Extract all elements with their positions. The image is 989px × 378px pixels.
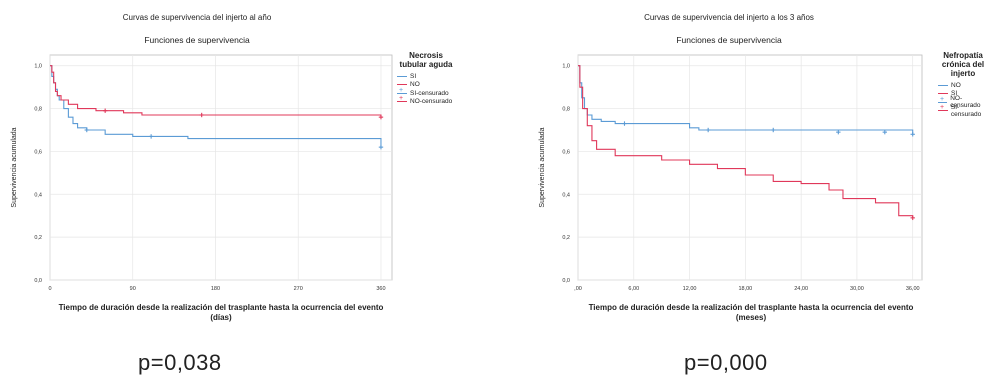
censored-mark (771, 127, 776, 133)
legend: Necrosis tubular aguda SI NO SI-censurad… (397, 51, 455, 106)
legend-item: SI (938, 90, 989, 99)
survival-line-no (578, 65, 914, 135)
y-axis-label: Supervivencia acumulada (11, 127, 18, 207)
y-tick-label: 0,6 (562, 149, 570, 155)
x-tick-label: 18,00 (738, 286, 752, 292)
y-tick-label: 0,4 (34, 192, 42, 198)
x-tick-label: 270 (294, 286, 303, 292)
survival-line-no (50, 65, 382, 118)
x-tick-label: 12,00 (683, 286, 697, 292)
legend-item: SI-censurado (397, 87, 455, 98)
chart-panel-2: Curvas de supervivencia del injerto a lo… (512, 0, 989, 378)
y-axis-label: Supervivencia acumulada (539, 127, 546, 207)
legend-item: SI (397, 72, 455, 81)
legend-item: NO-censurado (938, 95, 989, 110)
chart-panel-1: Curvas de supervivencia del injerto al a… (0, 0, 494, 378)
censored-mark (705, 127, 711, 133)
censored-mark (622, 121, 627, 126)
legend-item: NO-censurado (397, 95, 455, 107)
chart-title: Curvas de supervivencia del injerto a lo… (644, 13, 814, 22)
x-tick-label: 36,00 (906, 286, 920, 292)
x-axis-label: Tiempo de duración desde la realización … (588, 303, 914, 322)
survival-plot-2: 0,0 0,2 0,4 0,6 0,8 1,0 ,00 6,00 12,00 18,00 24,00… (539, 54, 923, 322)
plot-frame (49, 54, 393, 281)
x-tick-label: 30,00 (850, 286, 864, 292)
y-tick-label: 0,8 (562, 107, 570, 113)
legend-label: SI (951, 90, 958, 98)
y-tick-label: 0,6 (34, 149, 42, 155)
y-tick-label: 0,2 (34, 235, 42, 241)
censored-mark (378, 144, 384, 150)
x-tick-label: ,00 (574, 286, 582, 292)
legend-item: NO (397, 81, 455, 90)
x-tick-label: 360 (376, 286, 385, 292)
legend-label: NO (951, 81, 961, 89)
legend-label: NO-censurado (950, 95, 981, 110)
legend-label: NO-censurado (410, 98, 453, 106)
censored-mark (910, 215, 915, 221)
censored-mark (148, 134, 154, 139)
legend-label: SI (410, 72, 417, 80)
plot-frame (577, 54, 923, 281)
y-tick-label: 0,0 (562, 278, 570, 284)
p-value: p=0,038 (138, 350, 222, 375)
x-tick-label: 180 (211, 286, 220, 292)
y-tick-label: 1,0 (34, 64, 42, 70)
chart-subtitle: Funciones de supervivencia (144, 35, 250, 45)
x-axis-label: Tiempo de duración desde la realización … (58, 303, 384, 322)
chart-title: Curvas de supervivencia del injerto al a… (122, 13, 272, 22)
survival-plot-1: 0,0 0,2 0,4 0,6 0,8 1,0 0 90 180 270 360 Superviven… (11, 54, 393, 322)
censored-mark (378, 114, 384, 120)
x-tick-label: 90 (130, 286, 136, 292)
chart-subtitle: Funciones de supervivencia (676, 35, 782, 45)
x-tick-label: 6,00 (628, 286, 639, 292)
y-tick-label: 0,2 (562, 235, 570, 241)
legend-label: NO (410, 81, 420, 89)
censored-mark (84, 127, 89, 133)
legend-label: SI-censurado (410, 89, 449, 97)
legend-label: SI-censurado (950, 103, 982, 118)
censored-mark (102, 108, 108, 113)
x-tick-label: 24,00 (794, 286, 808, 292)
survival-line-si (578, 65, 914, 218)
legend-title: Necrosis tubular aguda (399, 51, 453, 69)
legend: Nefropatía crónica del injerto NO SI NO-… (938, 51, 989, 118)
censored-mark (910, 132, 915, 137)
censored-mark (836, 129, 841, 135)
y-tick-label: 0,8 (34, 107, 42, 113)
x-tick-label: 0 (48, 286, 51, 292)
legend-item: NO (938, 81, 989, 90)
p-value: p=0,000 (684, 350, 768, 375)
y-tick-label: 1,0 (562, 64, 570, 70)
censored-mark (199, 112, 204, 118)
y-tick-label: 0,0 (34, 278, 42, 284)
censored-mark (882, 129, 888, 135)
legend-item: SI-censurado (938, 103, 989, 118)
legend-title: Nefropatía crónica del injerto (941, 51, 985, 78)
y-tick-label: 0,4 (562, 192, 570, 198)
